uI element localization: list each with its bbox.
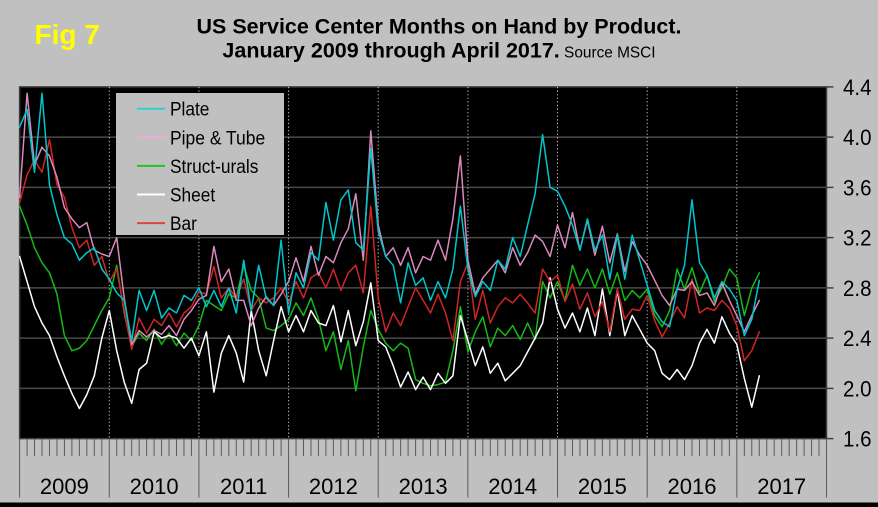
svg-text:2013: 2013 xyxy=(399,474,448,499)
svg-text:2.4: 2.4 xyxy=(843,326,872,351)
svg-text:2014: 2014 xyxy=(488,474,537,499)
svg-text:2015: 2015 xyxy=(578,474,627,499)
svg-text:Struct-urals: Struct-urals xyxy=(170,156,259,178)
svg-text:2016: 2016 xyxy=(668,474,717,499)
svg-text:3.6: 3.6 xyxy=(843,176,872,201)
svg-text:2.0: 2.0 xyxy=(843,377,872,402)
svg-text:2017: 2017 xyxy=(757,474,806,499)
svg-text:2.8: 2.8 xyxy=(843,276,872,301)
svg-text:1.6: 1.6 xyxy=(843,427,872,452)
svg-text:2011: 2011 xyxy=(220,474,267,499)
svg-text:3.2: 3.2 xyxy=(843,226,872,251)
svg-text:Fig 7: Fig 7 xyxy=(35,19,100,50)
svg-text:Sheet: Sheet xyxy=(170,185,216,207)
svg-text:Pipe & Tube: Pipe & Tube xyxy=(170,127,265,149)
svg-text:2010: 2010 xyxy=(130,474,179,499)
svg-text:Bar: Bar xyxy=(170,213,197,235)
svg-text:4.4: 4.4 xyxy=(843,75,872,100)
svg-text:2009: 2009 xyxy=(40,474,89,499)
svg-text:US Service Center Months on Ha: US Service Center Months on Hand by Prod… xyxy=(196,15,681,39)
svg-text:January 2009 through April 201: January 2009 through April 2017. Source … xyxy=(222,39,655,63)
svg-text:4.0: 4.0 xyxy=(843,125,872,150)
svg-text:2012: 2012 xyxy=(309,474,358,499)
svg-text:Plate: Plate xyxy=(170,99,209,121)
